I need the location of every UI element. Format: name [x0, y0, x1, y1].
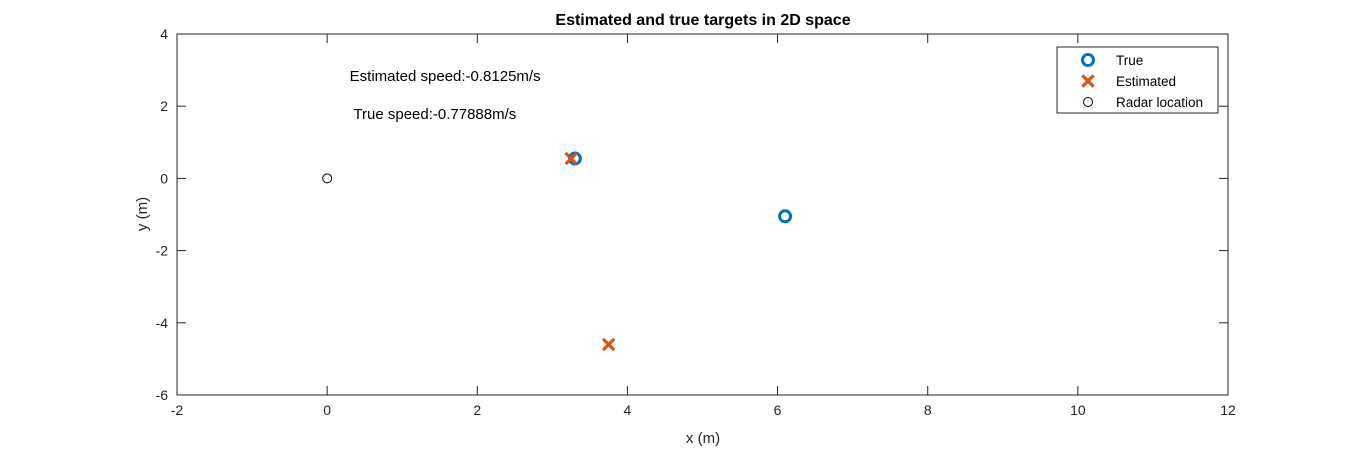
- y-tick-label: 2: [160, 98, 168, 114]
- legend-marker: [1083, 97, 1093, 107]
- y-tick-label: -2: [156, 243, 169, 259]
- y-tick-label: -4: [156, 315, 169, 331]
- x-tick-label: 8: [924, 402, 932, 418]
- x-tick-label: 4: [624, 402, 632, 418]
- annotations: Estimated speed:-0.8125m/s True speed:-0.…: [350, 68, 541, 123]
- legend-label: Estimated: [1116, 74, 1176, 89]
- x-stroke: [564, 151, 578, 166]
- x-tick-label: 2: [473, 402, 481, 418]
- x-tick-label: 0: [323, 402, 331, 418]
- axes-box: [176, 33, 1229, 396]
- x-tick-label: 10: [1070, 402, 1086, 418]
- legend: True Estimated Radar location: [1056, 46, 1219, 114]
- legend-label: True: [1116, 53, 1143, 68]
- x-stroke: [1081, 74, 1095, 88]
- legend-marker: [1081, 74, 1095, 88]
- data-marks: [322, 151, 793, 352]
- y-tick-label: -6: [156, 387, 169, 403]
- x-axis-label: x (m): [686, 430, 720, 447]
- annotation: Estimated speed:-0.8125m/s: [350, 68, 541, 85]
- data-point: [601, 337, 616, 352]
- data-point: [564, 151, 578, 166]
- x-stroke: [601, 337, 616, 352]
- y-axis-label: y (m): [134, 197, 151, 231]
- x-tick-label: 12: [1220, 402, 1236, 418]
- data-point: [778, 209, 793, 224]
- chart-title: Estimated and true targets in 2D space: [555, 12, 850, 29]
- legend-label: Radar location: [1116, 95, 1203, 110]
- y-tick-label: 4: [160, 26, 168, 42]
- data-point: [322, 173, 333, 184]
- legend-marker: [1081, 53, 1095, 67]
- plot-area: [177, 34, 1228, 395]
- x-tick-label: 6: [774, 402, 782, 418]
- y-tick-label: 0: [160, 170, 168, 186]
- x-tick-label: -2: [171, 402, 184, 418]
- annotation: True speed:-0.77888m/s: [353, 106, 516, 123]
